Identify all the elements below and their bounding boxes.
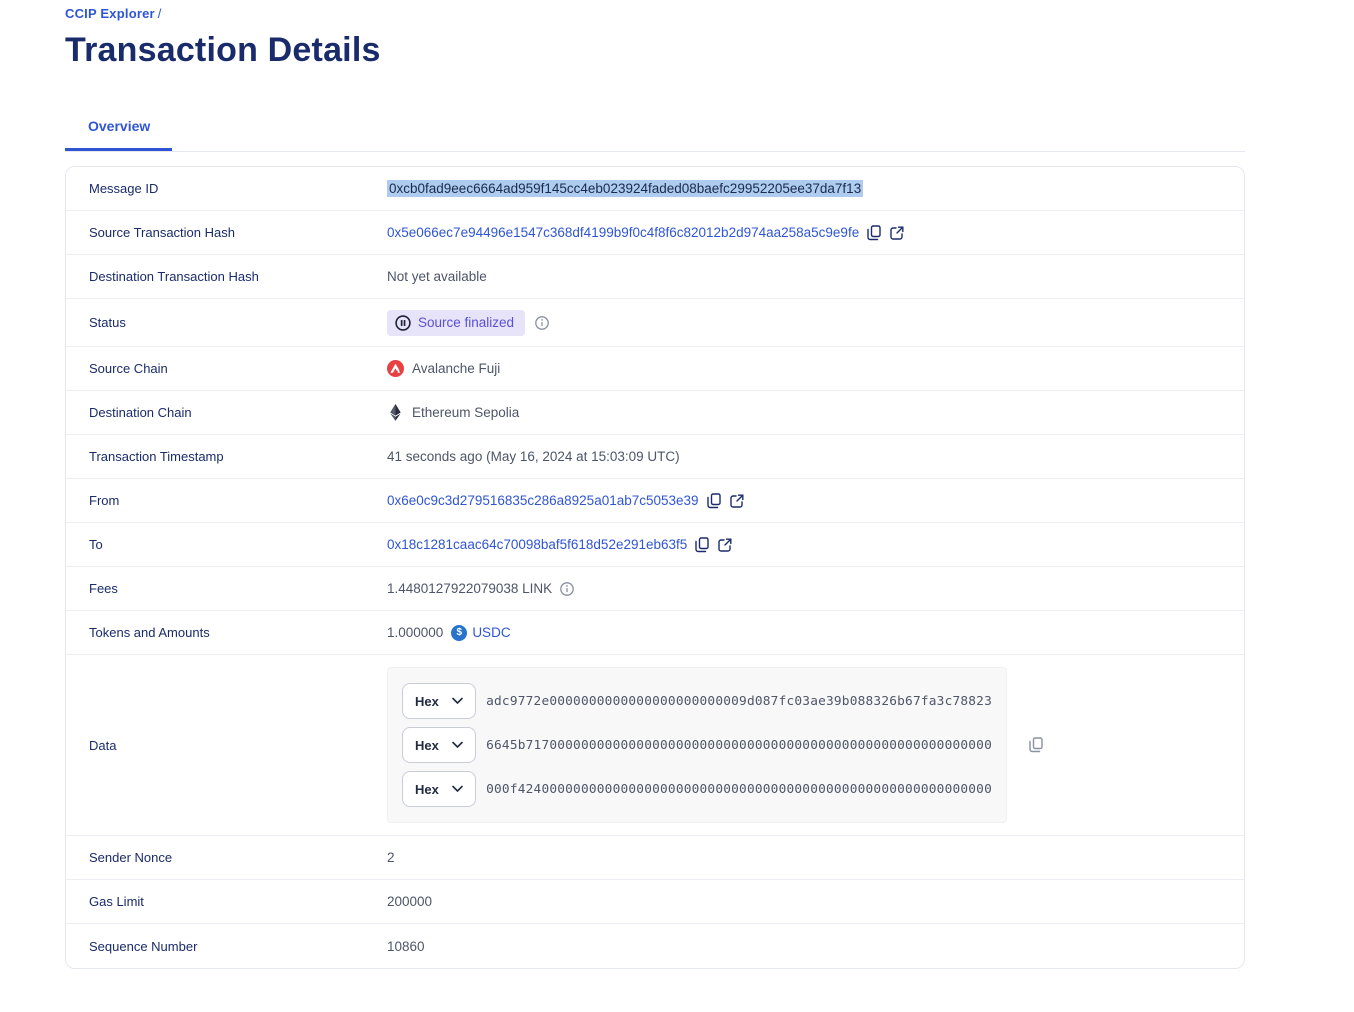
row-tokens-amounts: Tokens and Amounts 1.000000 $ USDC <box>66 611 1244 655</box>
fees-value: 1.4480127922079038 LINK <box>387 581 553 596</box>
row-status: Status Source finalized <box>66 299 1244 347</box>
message-id-label: Message ID <box>89 181 159 196</box>
data-hex-value: 6645b71700000000000000000000000000000000… <box>486 737 992 753</box>
chevron-down-icon <box>452 785 463 792</box>
sequence-number-label: Sequence Number <box>89 938 198 954</box>
data-line: Hex 000f42400000000000000000000000000000… <box>402 771 992 807</box>
copy-icon[interactable] <box>706 492 722 509</box>
row-dest-chain: Destination Chain Ethereum Sepolia <box>66 391 1244 435</box>
gas-limit-label: Gas Limit <box>89 894 144 909</box>
to-label: To <box>89 537 103 552</box>
info-icon[interactable] <box>560 581 575 596</box>
copy-icon[interactable] <box>867 224 882 241</box>
row-fees: Fees 1.4480127922079038 LINK <box>66 567 1244 611</box>
hex-format-select[interactable]: Hex <box>402 683 477 719</box>
ethereum-sepolia-icon <box>387 404 404 421</box>
source-chain-label: Source Chain <box>89 361 168 376</box>
row-source-chain: Source Chain Avalanche Fuji <box>66 347 1244 391</box>
row-source-tx-hash: Source Transaction Hash 0x5e066ec7e94496… <box>66 211 1244 255</box>
external-link-icon[interactable] <box>890 225 904 240</box>
message-id-value: 0xcb0fad9eec6664ad959f145cc4eb023924fade… <box>387 180 864 197</box>
fees-label: Fees <box>89 581 118 596</box>
row-to: To 0x18c1281caac64c70098baf5f618d52e291e… <box>66 523 1244 567</box>
status-badge-text: Source finalized <box>418 315 515 330</box>
dest-chain-label: Destination Chain <box>89 405 192 420</box>
source-tx-hash-label: Source Transaction Hash <box>89 225 235 240</box>
tab-overview[interactable]: Overview <box>65 108 173 151</box>
data-line: Hex adc9772e0000000000000000000000009d08… <box>402 683 992 719</box>
sender-nonce-value: 2 <box>387 850 395 865</box>
status-label: Status <box>89 315 126 330</box>
from-address-link[interactable]: 0x6e0c9c3d279516835c286a8925a01ab7c5053e… <box>387 493 699 508</box>
copy-icon[interactable] <box>695 536 710 553</box>
chevron-down-icon <box>452 741 463 748</box>
breadcrumb-separator: / <box>157 6 162 21</box>
data-panel: Hex adc9772e0000000000000000000000009d08… <box>387 667 1007 823</box>
hex-format-select-value: Hex <box>415 737 439 753</box>
sender-nonce-label: Sender Nonce <box>89 850 173 865</box>
source-tx-hash-link[interactable]: 0x5e066ec7e94496e1547c368df4199b9f0c4f8f… <box>387 225 860 240</box>
row-dest-tx-hash: Destination Transaction Hash Not yet ava… <box>66 255 1244 299</box>
row-gas-limit: Gas Limit 200000 <box>66 880 1244 924</box>
dest-tx-hash-label: Destination Transaction Hash <box>89 269 259 284</box>
usdc-token-link[interactable]: USDC <box>472 625 511 640</box>
row-message-id: Message ID 0xcb0fad9eec6664ad959f145cc4e… <box>66 167 1244 211</box>
to-address-link[interactable]: 0x18c1281caac64c70098baf5f618d52e291eb63… <box>387 537 688 552</box>
copy-icon[interactable] <box>1029 737 1044 753</box>
tokens-amounts-label: Tokens and Amounts <box>89 625 210 640</box>
timestamp-label: Transaction Timestamp <box>89 449 224 464</box>
status-badge: Source finalized <box>387 309 526 336</box>
token-amount: 1.000000 <box>387 625 444 640</box>
row-sender-nonce: Sender Nonce 2 <box>66 836 1244 880</box>
data-hex-value: 000f424000000000000000000000000000000000… <box>486 781 992 797</box>
from-label: From <box>89 493 120 508</box>
hex-format-select[interactable]: Hex <box>402 771 477 807</box>
info-icon[interactable] <box>535 315 549 330</box>
source-chain-value: Avalanche Fuji <box>412 361 501 376</box>
breadcrumb-ccip-explorer-link[interactable]: CCIP Explorer <box>65 6 155 21</box>
data-line: Hex 6645b7170000000000000000000000000000… <box>402 727 992 763</box>
chevron-down-icon <box>452 697 463 704</box>
avalanche-fuji-icon <box>387 360 404 377</box>
external-link-icon[interactable] <box>718 538 732 552</box>
details-card: Message ID 0xcb0fad9eec6664ad959f145cc4e… <box>65 166 1245 969</box>
tab-bar: Overview <box>65 108 1245 152</box>
data-label: Data <box>89 737 117 753</box>
row-data: Data Hex adc9772e00000000000000000000000… <box>66 655 1244 836</box>
dest-chain-value: Ethereum Sepolia <box>412 405 520 420</box>
breadcrumb: CCIP Explorer / <box>65 6 1245 21</box>
external-link-icon[interactable] <box>729 494 744 508</box>
row-timestamp: Transaction Timestamp 41 seconds ago (Ma… <box>66 435 1244 479</box>
row-sequence-number: Sequence Number 10860 <box>66 924 1244 968</box>
hex-format-select-value: Hex <box>415 693 439 709</box>
transaction-details-page: CCIP Explorer / Transaction Details Overv… <box>65 6 1245 969</box>
hex-format-select-value: Hex <box>415 781 439 797</box>
gas-limit-value: 200000 <box>387 894 433 909</box>
sequence-number-value: 10860 <box>387 938 425 954</box>
timestamp-value: 41 seconds ago (May 16, 2024 at 15:03:09… <box>387 449 680 464</box>
usdc-icon: $ <box>451 624 468 641</box>
source-finalized-icon <box>395 314 411 331</box>
row-from: From 0x6e0c9c3d279516835c286a8925a01ab7c… <box>66 479 1244 523</box>
page-title: Transaction Details <box>65 31 381 69</box>
hex-format-select[interactable]: Hex <box>402 727 477 763</box>
dest-tx-hash-value: Not yet available <box>387 269 487 284</box>
data-hex-value: adc9772e0000000000000000000000009d087fc0… <box>486 693 992 709</box>
